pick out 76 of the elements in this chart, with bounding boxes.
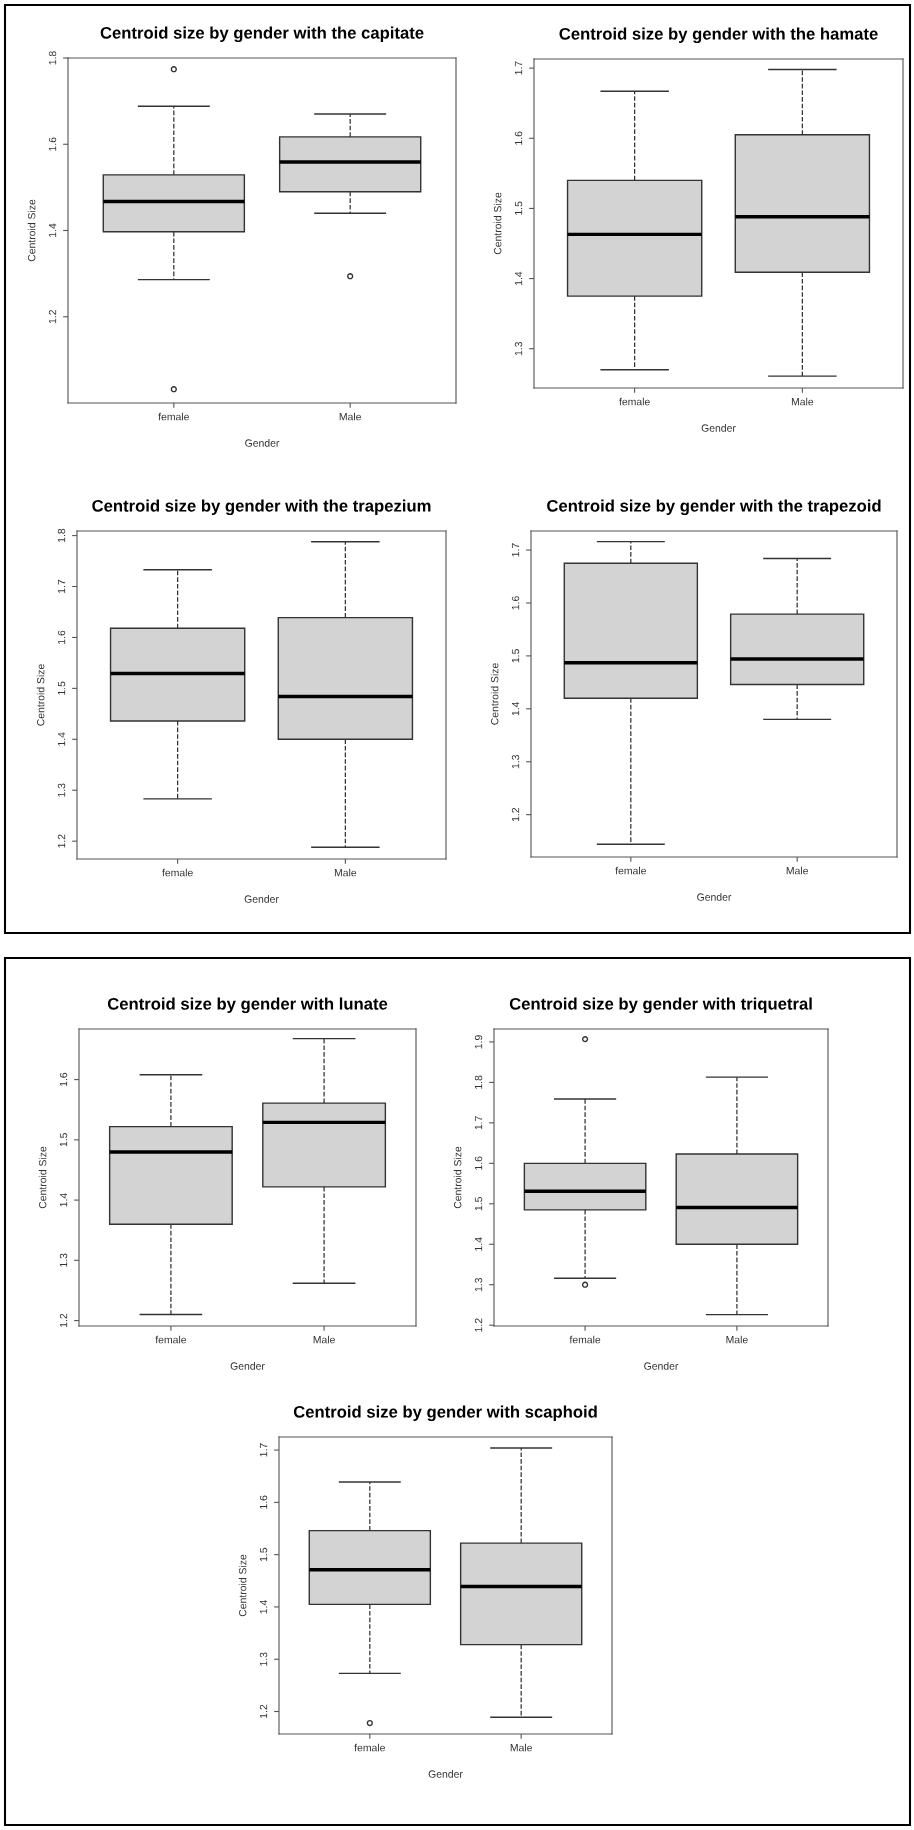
y-tick-label: 1.2 (48, 310, 57, 324)
y-tick-label: 1.6 (59, 1072, 68, 1087)
y-tick-label: 1.6 (474, 1156, 483, 1170)
y-tick-label: 1.6 (259, 1495, 268, 1509)
y-tick-label: 1.2 (474, 1318, 483, 1332)
y-tick-label: 1.2 (259, 1704, 268, 1718)
x-tick-label: female (162, 868, 193, 877)
y-tick-label: 1.3 (514, 341, 523, 356)
y-tick-label: 1.2 (59, 1313, 68, 1328)
y-tick-label: 1.5 (259, 1547, 268, 1562)
y-tick-label: 1.4 (511, 701, 520, 716)
x-axis-title: Gender (428, 1770, 463, 1778)
chart-title: Centroid size by gender with triquetral (509, 997, 812, 1014)
y-tick-label: 1.4 (59, 1193, 68, 1207)
y-tick-label: 1.5 (59, 1133, 68, 1147)
x-tick-label: Male (726, 1335, 748, 1344)
x-axis-title: Gender (697, 893, 732, 901)
x-axis-title: Gender (245, 439, 280, 447)
y-tick-label: 1.3 (57, 783, 66, 797)
y-tick-label: 1.3 (511, 754, 520, 769)
x-tick-label: Male (339, 412, 362, 421)
x-tick-label: Male (786, 866, 809, 875)
x-axis-title: Gender (644, 1362, 679, 1370)
y-tick-label: 1.8 (57, 528, 66, 543)
x-tick-label: female (615, 866, 646, 875)
x-axis-title: Gender (244, 895, 279, 903)
y-axis-title: Centroid Size (27, 199, 36, 262)
x-tick-label: Male (791, 397, 814, 406)
x-tick-label: female (569, 1335, 601, 1344)
y-tick-label: 1.5 (57, 681, 66, 695)
y-tick-label: 1.8 (474, 1075, 483, 1089)
y-tick-label: 1.4 (514, 271, 523, 286)
y-tick-label: 1.7 (511, 543, 520, 557)
y-tick-label: 1.4 (57, 732, 66, 746)
y-axis-title: Centroid Size (238, 1554, 247, 1617)
y-tick-label: 1.6 (48, 137, 57, 151)
chart-title: Centroid size by gender with scaphoid (293, 1405, 597, 1422)
y-tick-label: 1.8 (48, 51, 57, 65)
y-tick-label: 1.3 (474, 1277, 483, 1292)
y-tick-label: 1.3 (259, 1652, 268, 1666)
x-tick-label: Male (510, 1743, 533, 1752)
y-tick-label: 1.3 (59, 1253, 68, 1267)
y-axis-title: Centroid Size (36, 664, 45, 726)
chart-title: Centroid size by gender with lunate (107, 997, 388, 1014)
chart-title: Centroid size by gender with the trapezoid (547, 499, 881, 516)
x-tick-label: female (158, 412, 189, 421)
x-tick-label: female (155, 1335, 187, 1344)
y-tick-label: 1.2 (511, 807, 520, 822)
y-axis-title: Centroid Size (493, 192, 502, 255)
x-axis-title: Gender (701, 424, 736, 432)
y-tick-label: 1.5 (514, 201, 523, 215)
x-tick-label: female (354, 1743, 385, 1752)
y-tick-label: 1.4 (48, 223, 57, 237)
x-axis-title: Gender (230, 1362, 265, 1370)
y-tick-label: 1.5 (474, 1197, 483, 1211)
y-tick-label: 1.2 (57, 834, 66, 848)
y-tick-label: 1.6 (514, 131, 523, 145)
y-axis-title: Centroid Size (453, 1146, 462, 1209)
y-tick-label: 1.4 (474, 1237, 483, 1251)
y-tick-label: 1.7 (57, 579, 66, 593)
x-tick-label: Male (334, 868, 357, 877)
x-tick-label: female (619, 397, 650, 406)
y-tick-label: 1.7 (474, 1116, 483, 1130)
x-tick-label: Male (313, 1335, 335, 1344)
y-axis-title: Centroid Size (38, 1146, 47, 1209)
y-tick-label: 1.9 (474, 1035, 483, 1049)
chart-title: Centroid size by gender with the trapezium (92, 499, 431, 516)
chart-title: Centroid size by gender with the capitate (100, 26, 424, 43)
chart-title: Centroid size by gender with the hamate (559, 27, 878, 44)
y-tick-label: 1.5 (511, 649, 520, 663)
y-tick-label: 1.6 (511, 596, 520, 610)
y-tick-label: 1.4 (259, 1600, 268, 1614)
y-axis-title: Centroid Size (490, 663, 499, 725)
y-tick-label: 1.6 (57, 630, 66, 644)
y-tick-label: 1.7 (259, 1443, 268, 1457)
y-tick-label: 1.7 (514, 61, 523, 75)
